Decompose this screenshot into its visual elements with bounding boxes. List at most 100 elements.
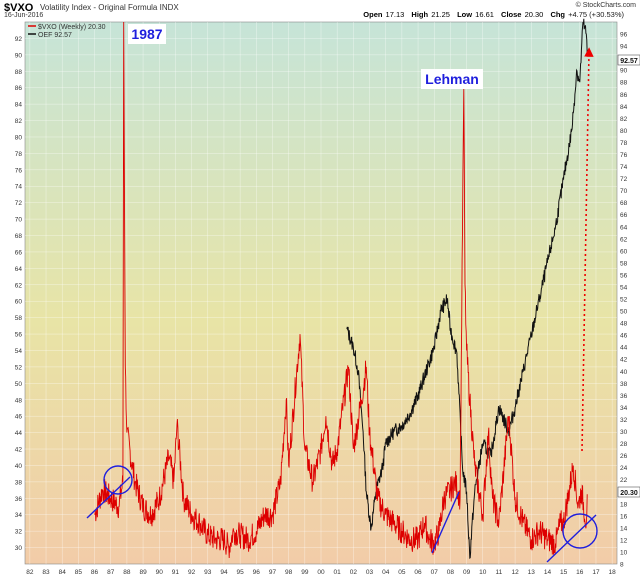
right-tick-label: 74 — [620, 164, 628, 171]
right-tick-label: 62 — [620, 236, 628, 243]
projection-arrow — [581, 47, 594, 452]
right-tick-label: 24 — [620, 465, 628, 472]
right-tick-label: 22 — [620, 477, 628, 484]
right-tick-label: 82 — [620, 116, 628, 123]
right-tick-label: 78 — [620, 140, 628, 147]
x-tick-label: 02 — [350, 569, 358, 576]
x-tick-label: 99 — [301, 569, 309, 576]
right-tick-label: 16 — [620, 513, 628, 520]
annotation-2016-circle-group — [546, 513, 598, 563]
high-label: High — [411, 10, 429, 19]
x-tick-label: 92 — [188, 569, 196, 576]
badge-oef: 92.57 — [617, 54, 640, 66]
x-tick-label: 96 — [253, 569, 261, 576]
svg-text:92.57: 92.57 — [620, 58, 638, 65]
x-axis: 82 83 84 85 86 87 88 89 90 91 92 93 94 95 96 97 98 99 00 01… — [26, 569, 616, 576]
x-tick-label: 97 — [269, 569, 277, 576]
left-tick-label: 34 — [15, 512, 23, 519]
right-tick-label: 30 — [620, 429, 628, 436]
right-tick-label: 52 — [620, 297, 628, 304]
annotation-circle-2016 — [562, 513, 598, 549]
left-tick-label: 52 — [15, 364, 23, 371]
x-tick-label: 88 — [123, 569, 131, 576]
right-tick-label: 60 — [620, 248, 628, 255]
right-tick-label: 72 — [620, 176, 628, 183]
left-tick-label: 72 — [15, 200, 23, 207]
annotation-circle-1987 — [103, 465, 133, 495]
right-tick-label: 12 — [620, 537, 628, 544]
right-tick-label: 14 — [620, 525, 628, 532]
right-tick-label: 66 — [620, 212, 628, 219]
left-tick-label: 62 — [15, 282, 23, 289]
right-tick-label: 80 — [620, 128, 628, 135]
right-tick-label: 40 — [620, 369, 628, 376]
x-tick-label: 07 — [431, 569, 439, 576]
x-tick-label: 91 — [172, 569, 180, 576]
x-tick-label: 82 — [26, 569, 34, 576]
x-tick-label: 11 — [496, 569, 503, 576]
label-1987: 1987 — [131, 26, 162, 42]
symbol-title: $VXO — [4, 2, 34, 14]
left-tick-label: 38 — [15, 479, 23, 486]
right-tick-label: 48 — [620, 321, 628, 328]
right-tick-label: 18 — [620, 501, 628, 508]
legend: $VXO (Weekly) 20.30 OEF 92.57 — [28, 24, 106, 39]
right-tick-label: 38 — [620, 381, 628, 388]
high-value: 21.25 — [431, 10, 450, 19]
chart-date: 16-Jun-2016 — [4, 12, 44, 19]
left-tick-label: 78 — [15, 151, 23, 158]
label-1987-box: 1987 — [128, 24, 166, 44]
low-label: Low — [457, 10, 473, 19]
badge-vxo: 20.30 — [617, 486, 640, 498]
x-tick-label: 85 — [75, 569, 83, 576]
left-tick-label: 70 — [15, 217, 23, 224]
right-tick-label: 34 — [620, 405, 628, 412]
x-tick-label: 13 — [528, 569, 536, 576]
right-tick-label: 28 — [620, 441, 628, 448]
x-tick-label: 09 — [463, 569, 471, 576]
x-tick-label: 87 — [107, 569, 115, 576]
x-tick-label: 06 — [414, 569, 422, 576]
close-value: 20.30 — [524, 10, 544, 19]
left-tick-label: 92 — [15, 36, 23, 43]
left-tick-label: 32 — [15, 529, 23, 536]
close-label: Close — [501, 10, 522, 19]
right-tick-label: 54 — [620, 284, 628, 291]
left-tick-label: 76 — [15, 167, 23, 174]
x-tick-label: 16 — [576, 569, 584, 576]
right-tick-label: 8 — [620, 562, 624, 569]
right-tick-label: 84 — [620, 104, 628, 111]
x-tick-label: 15 — [560, 569, 568, 576]
left-tick-label: 88 — [15, 69, 23, 76]
x-tick-label: 12 — [511, 569, 519, 576]
annotation-trendline-2016 — [546, 514, 597, 563]
annotation-trendline-lehman — [431, 491, 460, 554]
right-tick-label: 90 — [620, 68, 628, 75]
x-tick-label: 10 — [479, 569, 487, 576]
left-tick-label: 56 — [15, 332, 23, 339]
right-tick-label: 96 — [620, 32, 628, 39]
right-tick-label: 70 — [620, 188, 628, 195]
left-tick-label: 54 — [15, 348, 23, 355]
x-tick-label: 17 — [592, 569, 600, 576]
left-tick-label: 48 — [15, 397, 23, 404]
right-tick-label: 94 — [620, 44, 628, 51]
left-axis: 30 32 34 36 38 40 42 44 46 48 50 52 54 56 58 60 62 64 66 68… — [15, 36, 23, 552]
left-tick-label: 82 — [15, 118, 23, 125]
left-tick-label: 30 — [15, 545, 23, 552]
left-tick-label: 84 — [15, 102, 23, 109]
left-tick-label: 40 — [15, 463, 23, 470]
open-value: 17.13 — [385, 10, 405, 19]
x-tick-label: 18 — [609, 569, 617, 576]
right-tick-label: 68 — [620, 200, 628, 207]
left-tick-label: 50 — [15, 381, 23, 388]
low-value: 16.61 — [475, 10, 494, 19]
symbol-description: Volatility Index - Original Formula INDX — [40, 3, 179, 12]
x-tick-label: 03 — [366, 569, 374, 576]
right-tick-label: 76 — [620, 152, 628, 159]
right-tick-label: 46 — [620, 333, 628, 340]
right-tick-label: 44 — [620, 345, 628, 352]
x-tick-label: 83 — [42, 569, 50, 576]
oef-series-line — [346, 18, 588, 559]
